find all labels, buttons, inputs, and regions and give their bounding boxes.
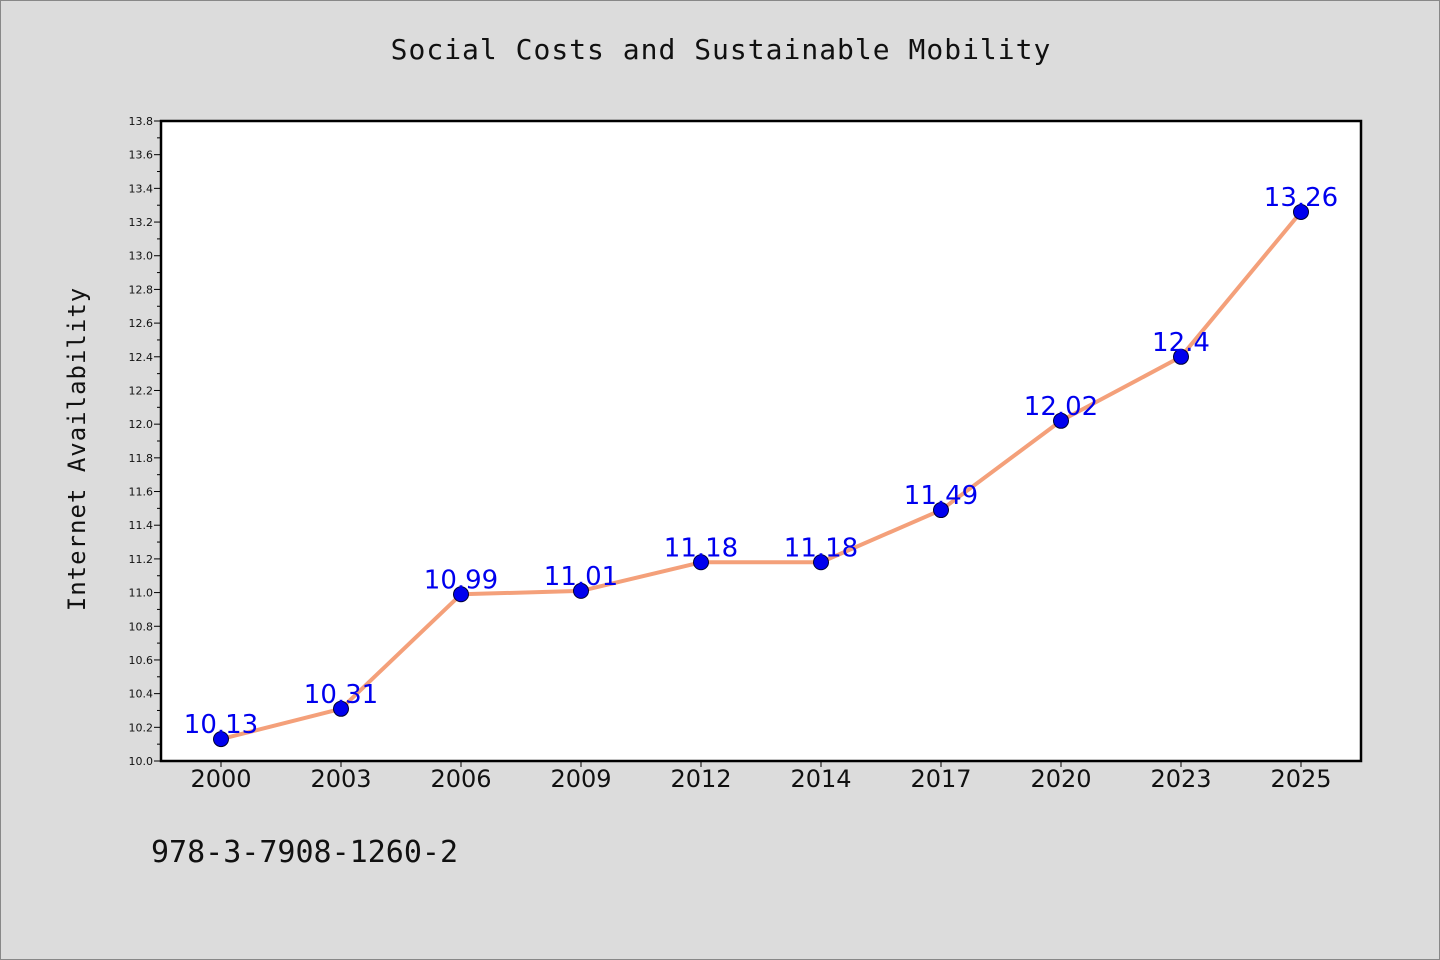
data-point <box>1173 348 1189 365</box>
y-tick-label: 10.4 <box>129 688 154 701</box>
data-label: 12.4 <box>1152 328 1210 358</box>
y-tick-label: 13.0 <box>129 250 154 263</box>
y-tick-label: 12.6 <box>129 317 154 330</box>
data-label: 10.13 <box>184 710 258 740</box>
data-label: 12.02 <box>1024 392 1098 422</box>
data-label: 10.31 <box>304 680 378 710</box>
y-tick-label: 13.2 <box>129 216 154 229</box>
y-tick-label: 10.6 <box>129 654 154 667</box>
x-tick-label: 2000 <box>190 765 251 793</box>
data-label: 11.49 <box>904 481 978 511</box>
data-point <box>813 554 829 571</box>
y-tick-label: 10.0 <box>129 755 154 768</box>
y-tick-label: 13.6 <box>129 149 154 162</box>
data-point <box>333 700 349 717</box>
x-tick-label: 2014 <box>790 765 851 793</box>
footer-code: 978-3-7908-1260-2 <box>151 835 459 870</box>
x-tick-label: 2025 <box>1270 765 1331 793</box>
data-point <box>573 582 589 599</box>
data-point <box>933 502 949 519</box>
x-tick-label: 2006 <box>430 765 491 793</box>
y-tick-label: 12.4 <box>129 351 154 364</box>
x-tick-label: 2020 <box>1030 765 1091 793</box>
x-tick-label: 2017 <box>910 765 971 793</box>
y-tick-label: 12.2 <box>129 384 154 397</box>
x-tick-label: 2009 <box>550 765 611 793</box>
plot-area <box>161 121 1361 761</box>
y-tick-label: 13.8 <box>129 115 154 128</box>
y-tick-label: 10.2 <box>129 721 154 734</box>
x-tick-label: 2012 <box>670 765 731 793</box>
y-tick-label: 10.8 <box>129 620 154 633</box>
y-tick-label: 11.8 <box>129 452 154 465</box>
y-tick-label: 12.0 <box>129 418 154 431</box>
data-label: 13.26 <box>1264 183 1338 213</box>
data-label: 11.18 <box>784 533 858 563</box>
y-tick-label: 12.8 <box>129 283 154 296</box>
chart-title: Social Costs and Sustainable Mobility <box>390 33 1052 66</box>
series-line <box>219 209 1303 742</box>
data-point <box>453 586 469 603</box>
data-point <box>213 731 229 748</box>
y-tick-label: 11.0 <box>129 587 154 600</box>
data-point <box>1293 203 1309 220</box>
y-tick-label: 11.2 <box>129 553 154 566</box>
y-tick-label: 11.4 <box>129 519 154 532</box>
data-label: 10.99 <box>424 565 498 595</box>
plot-frame <box>159 119 1363 763</box>
y-tick-label: 13.4 <box>129 182 154 195</box>
y-tick-label: 11.6 <box>129 486 154 499</box>
x-tick-label: 2003 <box>310 765 371 793</box>
x-tick-label: 2023 <box>1150 765 1211 793</box>
data-point <box>693 554 709 571</box>
data-point <box>1053 412 1069 429</box>
data-label: 11.18 <box>664 533 738 563</box>
data-label: 11.01 <box>544 562 618 592</box>
